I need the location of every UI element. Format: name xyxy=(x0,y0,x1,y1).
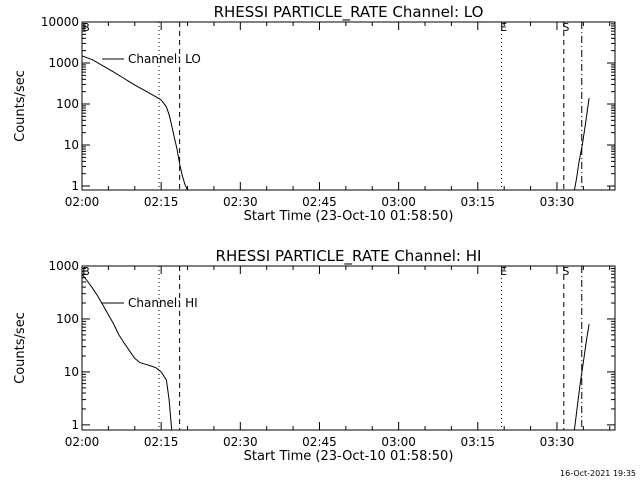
chart1-ytick-label: 100 xyxy=(56,97,79,111)
chart1-xtick-label: 03:00 xyxy=(381,195,416,209)
chart1-y-axis-label: Counts/sec xyxy=(13,70,28,142)
chart2-ytick-label: 100 xyxy=(56,312,79,326)
chart1-x-axis-label: Start Time (23-Oct-10 01:58:50) xyxy=(244,209,454,224)
chart2-ytick-label: 10 xyxy=(64,365,79,379)
chart2-event-label: E xyxy=(500,265,507,278)
chart2-legend-label: Channel: HI xyxy=(128,296,198,310)
chart2-series-line xyxy=(81,273,173,431)
chart1-xtick-label: 03:15 xyxy=(460,195,495,209)
chart1-plot-frame xyxy=(81,21,616,191)
chart1-xtick-label: 02:15 xyxy=(144,195,179,209)
chart1-series-line xyxy=(573,97,590,191)
chart2-ytick-label: 1000 xyxy=(48,259,79,273)
chart2-xtick-label: 02:30 xyxy=(223,435,258,449)
chart1-ytick-label: 1000 xyxy=(48,56,79,70)
chart1-xtick-label: 03:30 xyxy=(540,195,575,209)
chart2-event-label: S xyxy=(562,265,569,278)
chart1-xtick-label: 02:45 xyxy=(302,195,337,209)
chart1-legend-label: Channel: LO xyxy=(128,52,201,66)
chart1-ytick-label: 10000 xyxy=(41,15,79,29)
chart2-xtick-label: 02:00 xyxy=(65,435,100,449)
chart1-ytick-label: 10 xyxy=(64,138,79,152)
chart2-xtick-label: 02:45 xyxy=(302,435,337,449)
chart1-xtick-label: 02:00 xyxy=(65,195,100,209)
chart1-series-line xyxy=(81,55,188,191)
footer-timestamp: 16-Oct-2021 19:35 xyxy=(560,469,636,478)
chart1-event-label: E xyxy=(500,21,507,34)
chart2-xtick-label: 03:15 xyxy=(460,435,495,449)
chart2-xtick-label: 03:00 xyxy=(381,435,416,449)
chart2-plot-frame xyxy=(81,265,616,431)
chart2-x-axis-label: Start Time (23-Oct-10 01:58:50) xyxy=(244,449,454,464)
chart1-event-label: S xyxy=(562,21,569,34)
chart2-xtick-label: 03:30 xyxy=(540,435,575,449)
chart2-xtick-label: 02:15 xyxy=(144,435,179,449)
chart2-series-line xyxy=(573,324,590,431)
chart1-title: RHESSI PARTICLE_RATE Channel: LO xyxy=(214,3,484,22)
chart2-corner-label: B xyxy=(82,265,90,278)
chart2-title: RHESSI PARTICLE_RATE Channel: HI xyxy=(216,247,482,266)
chart1-ytick-label: 1 xyxy=(71,179,79,193)
chart2-ytick-label: 1 xyxy=(71,418,79,432)
chart2-y-axis-label: Counts/sec xyxy=(13,312,28,384)
chart1-corner-label: B xyxy=(82,21,90,34)
chart1-xtick-label: 02:30 xyxy=(223,195,258,209)
